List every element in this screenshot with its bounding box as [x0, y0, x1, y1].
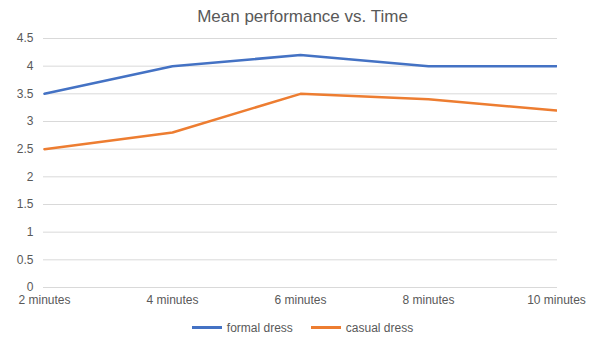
svg-text:2: 2: [27, 170, 34, 184]
svg-text:0.5: 0.5: [17, 253, 34, 267]
svg-text:10 minutes: 10 minutes: [527, 293, 586, 307]
svg-text:4.5: 4.5: [17, 31, 34, 45]
svg-text:4: 4: [27, 59, 34, 73]
svg-text:6 minutes: 6 minutes: [274, 293, 326, 307]
html-text:Mean performance vs. Time: Mean performance vs. Time: [197, 7, 408, 26]
html-text:casual dress: casual dress: [345, 320, 414, 335]
svg-text:4 minutes: 4 minutes: [146, 293, 198, 307]
svg-text:0: 0: [26, 280, 34, 295]
svg-text:1: 1: [27, 225, 34, 239]
svg-text:1.5: 1.5: [17, 197, 34, 211]
svg-text:2 minutes: 2 minutes: [18, 293, 70, 307]
html-text:formal dress: formal dress: [226, 320, 293, 335]
svg-text:2.5: 2.5: [17, 142, 34, 156]
svg-text:3: 3: [27, 114, 34, 128]
svg-text:8 minutes: 8 minutes: [402, 293, 454, 307]
svg-text:3.5: 3.5: [17, 87, 34, 101]
